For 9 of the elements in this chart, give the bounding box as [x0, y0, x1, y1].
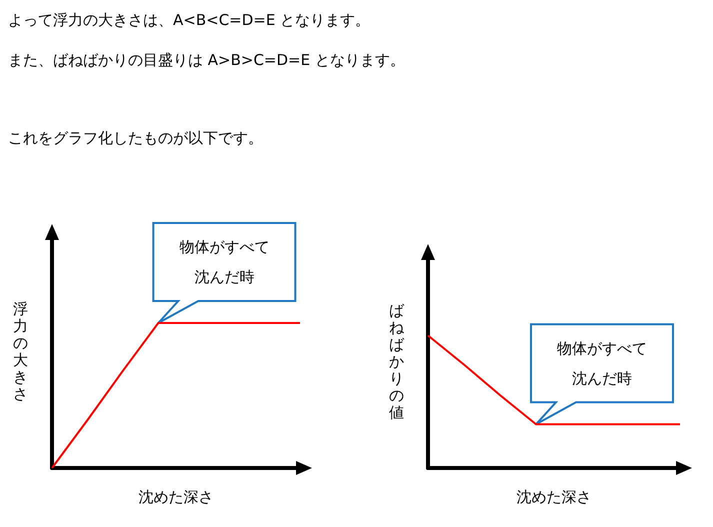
text: よって浮力の大きさは、A<B<C=D=E となります。	[8, 10, 372, 31]
y-axis-title: 浮力の大きさ	[13, 301, 28, 403]
y-axis-title: ばねばかりの値	[389, 302, 405, 422]
text: 物体がすべて沈んだ時	[179, 238, 270, 286]
annotation: 物体がすべて沈んだ時	[557, 339, 647, 388]
x-axis-title: 沈めた深さ	[516, 489, 592, 506]
text: これをグラフ化したものが以下です。	[8, 128, 264, 149]
text: また、ばねばかりの目盛りは A>B>C=D=E となります。	[8, 50, 405, 71]
x-axis-title: 沈めた深さ	[138, 489, 214, 506]
